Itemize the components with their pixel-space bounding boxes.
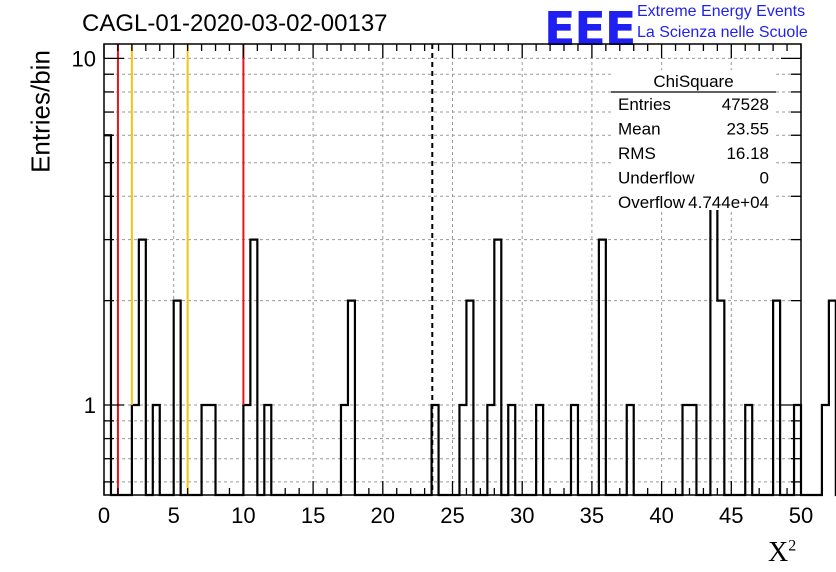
x-tick-label: 5 xyxy=(168,503,180,528)
stats-box-title: ChiSquare xyxy=(653,72,733,91)
stats-row-label: RMS xyxy=(618,144,656,163)
logo-subtitle-2: La Scienza nelle Scuole xyxy=(637,24,808,41)
x-tick-label: 30 xyxy=(510,503,534,528)
x-tick-label: 0 xyxy=(98,503,110,528)
stats-row-value: 4.744e+04 xyxy=(688,193,769,212)
chart-title: CAGL-01-2020-03-02-00137 xyxy=(82,10,388,37)
stats-box-background xyxy=(611,70,776,210)
stats-row-value: 23.55 xyxy=(726,120,769,139)
x-tick-label: 45 xyxy=(719,503,743,528)
stats-row-label: Mean xyxy=(618,120,661,139)
x-axis-label-superscript: 2 xyxy=(788,537,797,555)
x-tick-label: 35 xyxy=(580,503,604,528)
x-axis-label: X2 xyxy=(768,537,796,569)
eee-logo: EEE xyxy=(544,2,636,56)
stats-row-label: Underflow xyxy=(618,169,695,188)
x-tick-label: 20 xyxy=(371,503,395,528)
y-tick-label: 10 xyxy=(72,46,96,71)
x-tick-label: 40 xyxy=(649,503,673,528)
stats-row-label: Entries xyxy=(618,95,671,114)
y-tick-label: 1 xyxy=(84,393,96,418)
x-tick-label: 25 xyxy=(440,503,464,528)
x-axis-label-text: X xyxy=(768,537,789,568)
stats-row-label: Overflow xyxy=(618,193,686,212)
x-tick-label: 50 xyxy=(789,503,813,528)
x-tick-label: 10 xyxy=(231,503,255,528)
stats-row-value: 16.18 xyxy=(726,144,769,163)
stats-row-value: 47528 xyxy=(722,95,769,114)
logo-subtitle-1: Extreme Energy Events xyxy=(637,3,806,20)
stats-row-value: 0 xyxy=(760,169,769,188)
x-tick-label: 15 xyxy=(301,503,325,528)
